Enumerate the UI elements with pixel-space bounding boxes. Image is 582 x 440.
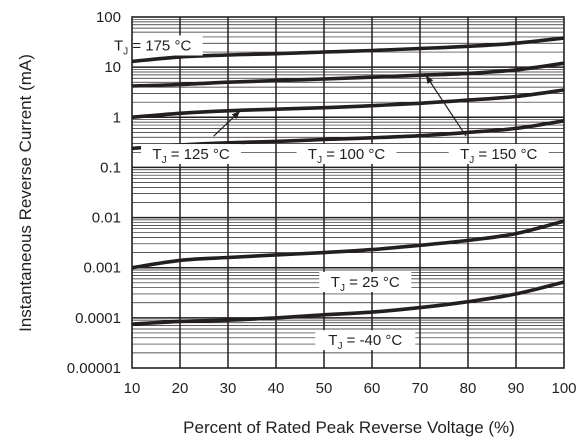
x-tick-label: 40 — [268, 380, 285, 397]
curve-label: TJ = 25 °C — [331, 274, 400, 294]
label-main: T — [152, 146, 161, 163]
x-tick-label: 70 — [412, 380, 429, 397]
label-background — [448, 144, 549, 165]
x-tick-label: 30 — [220, 380, 237, 397]
y-tick-label: 10 — [104, 59, 121, 76]
y-tick-label: 0.00001 — [67, 360, 121, 377]
curve-label: TJ = 100 °C — [308, 146, 385, 166]
label-subscript: J — [162, 155, 167, 166]
label-background — [315, 330, 416, 351]
label-main: T — [460, 146, 469, 163]
curve-series-6 — [131, 280, 565, 326]
label-rest: = -40 °C — [342, 332, 402, 349]
label-background — [296, 144, 397, 165]
curve-label: TJ = 175 °C — [114, 38, 191, 58]
y-tick-label: 0.1 — [100, 159, 121, 176]
chart-curves — [131, 36, 565, 326]
curve-label: TJ = 125 °C — [152, 146, 229, 166]
label-subscript: J — [340, 283, 345, 294]
y-tick-label: 1 — [113, 109, 121, 126]
x-tick-label: 90 — [508, 380, 525, 397]
x-tick-label: 20 — [172, 380, 189, 397]
x-tick-label: 80 — [460, 380, 477, 397]
y-tick-label: 100 — [96, 9, 121, 26]
label-background — [141, 144, 242, 165]
chart-tick-labels: 10 20 30 40 50 60 70 80 90 100 0.00001 0.0001 0.001 0… — [67, 9, 577, 397]
label-background — [319, 271, 412, 292]
curve-series-3 — [131, 88, 565, 120]
curve-label: TJ = -40 °C — [328, 332, 402, 352]
label-rest: = 150 °C — [474, 146, 537, 163]
curve-series-2 — [131, 61, 565, 88]
y-tick-label: 0.0001 — [75, 310, 121, 327]
curve-series-4 — [131, 119, 565, 151]
plot-frame — [131, 16, 565, 369]
x-tick-label: 50 — [316, 380, 333, 397]
label-main: T — [308, 146, 317, 163]
label-arrow — [425, 75, 467, 137]
label-rest: = 125 °C — [167, 146, 230, 163]
label-arrow — [213, 110, 241, 137]
label-rest: = 25 °C — [345, 274, 400, 291]
y-tick-label: 0.001 — [83, 260, 121, 277]
label-subscript: J — [337, 341, 342, 352]
curve-series-1 — [131, 36, 565, 64]
label-subscript: J — [469, 155, 474, 166]
label-rest: = 100 °C — [322, 146, 385, 163]
chart-annotations: TJ = 175 °CTJ = 150 °CTJ = 125 °C TJ = 10… — [102, 35, 549, 352]
label-subscript: J — [317, 155, 322, 166]
y-tick-label: 0.01 — [92, 210, 121, 227]
curve-series-5 — [131, 219, 565, 270]
label-subscript: J — [123, 47, 128, 58]
label-main: T — [328, 332, 337, 349]
curve-label: TJ = 150 °C — [460, 146, 537, 166]
label-main: T — [114, 38, 123, 55]
label-main: T — [331, 274, 340, 291]
label-rest: = 175 °C — [128, 38, 191, 55]
x-tick-label: 60 — [364, 380, 381, 397]
y-axis-title: Instantaneous Reverse Current (mA) — [16, 54, 35, 332]
x-axis-title: Percent of Rated Peak Reverse Voltage (%… — [183, 418, 515, 437]
x-tick-label: 10 — [124, 380, 141, 397]
label-background — [102, 35, 203, 56]
x-tick-label: 100 — [551, 380, 576, 397]
